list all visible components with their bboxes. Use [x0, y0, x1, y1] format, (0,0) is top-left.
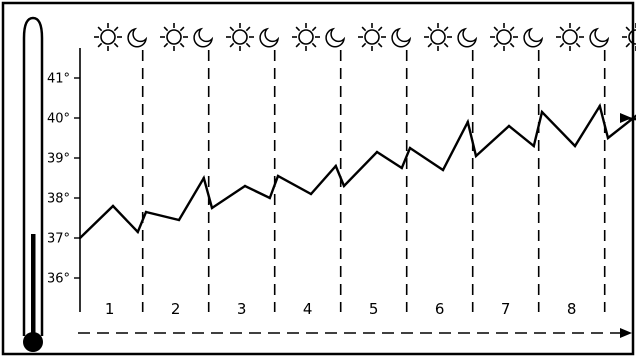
- day-label: 4: [303, 300, 313, 318]
- moon-icon: [193, 27, 214, 48]
- sun-icon: [160, 23, 188, 51]
- temperature-point: [78, 236, 82, 240]
- moon-icon: [127, 27, 148, 48]
- temperature-point: [441, 168, 445, 172]
- temperature-point: [466, 120, 469, 124]
- temperature-point: [408, 146, 412, 150]
- temperature-point: [144, 210, 148, 214]
- temperature-point: [474, 154, 478, 158]
- sun-icon: [292, 23, 320, 51]
- y-tick-label: 41°: [47, 72, 70, 87]
- temperature-point: [342, 184, 346, 188]
- day-label: 6: [435, 300, 445, 318]
- temperature-point: [136, 230, 139, 234]
- temperature-point: [606, 136, 610, 140]
- day-label: 3: [237, 300, 247, 318]
- y-tick-label: 40°: [47, 112, 70, 127]
- moon-icon: [259, 27, 280, 48]
- moon-icon: [325, 27, 346, 48]
- sun-icon: [424, 23, 452, 51]
- temperature-point: [375, 150, 379, 154]
- temperature-point: [507, 124, 511, 128]
- moon-icon: [457, 27, 478, 48]
- day-label: 1: [105, 300, 115, 318]
- day-label: 7: [501, 300, 511, 318]
- temperature-point: [111, 204, 115, 208]
- temperature-line: [79, 102, 636, 239]
- temperature-point: [202, 176, 205, 180]
- y-tick-label: 36°: [47, 272, 70, 287]
- day-label: 8: [567, 300, 577, 318]
- day-dividers: [141, 50, 606, 312]
- temperature-point: [334, 164, 337, 168]
- day-labels: 1 2 3 4 5 6 7 8: [105, 300, 577, 318]
- sun-icon: [622, 23, 636, 51]
- y-tick-label: 38°: [47, 192, 70, 207]
- y-ticks: 36° 37° 38° 39° 40° 41°: [47, 72, 80, 287]
- thermometer-icon: [22, 16, 44, 352]
- temperature-point: [540, 110, 544, 114]
- temperature-point: [276, 174, 280, 178]
- day-label: 5: [369, 300, 379, 318]
- baseline-arrow-icon: [620, 328, 632, 338]
- y-tick-label: 37°: [47, 232, 70, 247]
- day-label: 2: [171, 300, 181, 318]
- sun-icon: [490, 23, 518, 51]
- day-night-icons: [94, 23, 636, 51]
- moon-icon: [589, 27, 610, 48]
- temperature-point: [598, 104, 601, 108]
- temperature-point: [177, 218, 181, 222]
- temperature-point: [400, 166, 403, 170]
- sun-icon: [226, 23, 254, 51]
- temperature-series: [78, 102, 636, 240]
- temperature-point: [268, 196, 271, 200]
- moon-icon: [523, 27, 544, 48]
- sun-icon: [556, 23, 584, 51]
- moon-icon: [391, 27, 412, 48]
- temperature-point: [210, 206, 214, 210]
- temperature-point: [309, 192, 313, 196]
- temperature-point: [243, 184, 247, 188]
- sun-icon: [358, 23, 386, 51]
- sun-icon: [94, 23, 122, 51]
- y-tick-label: 39°: [47, 152, 70, 167]
- temperature-point: [573, 144, 577, 148]
- temperature-point: [532, 144, 535, 148]
